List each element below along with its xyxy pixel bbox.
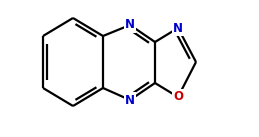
Text: N: N [125, 93, 135, 106]
Text: N: N [125, 18, 135, 32]
Text: N: N [173, 22, 183, 35]
Text: O: O [173, 91, 183, 103]
